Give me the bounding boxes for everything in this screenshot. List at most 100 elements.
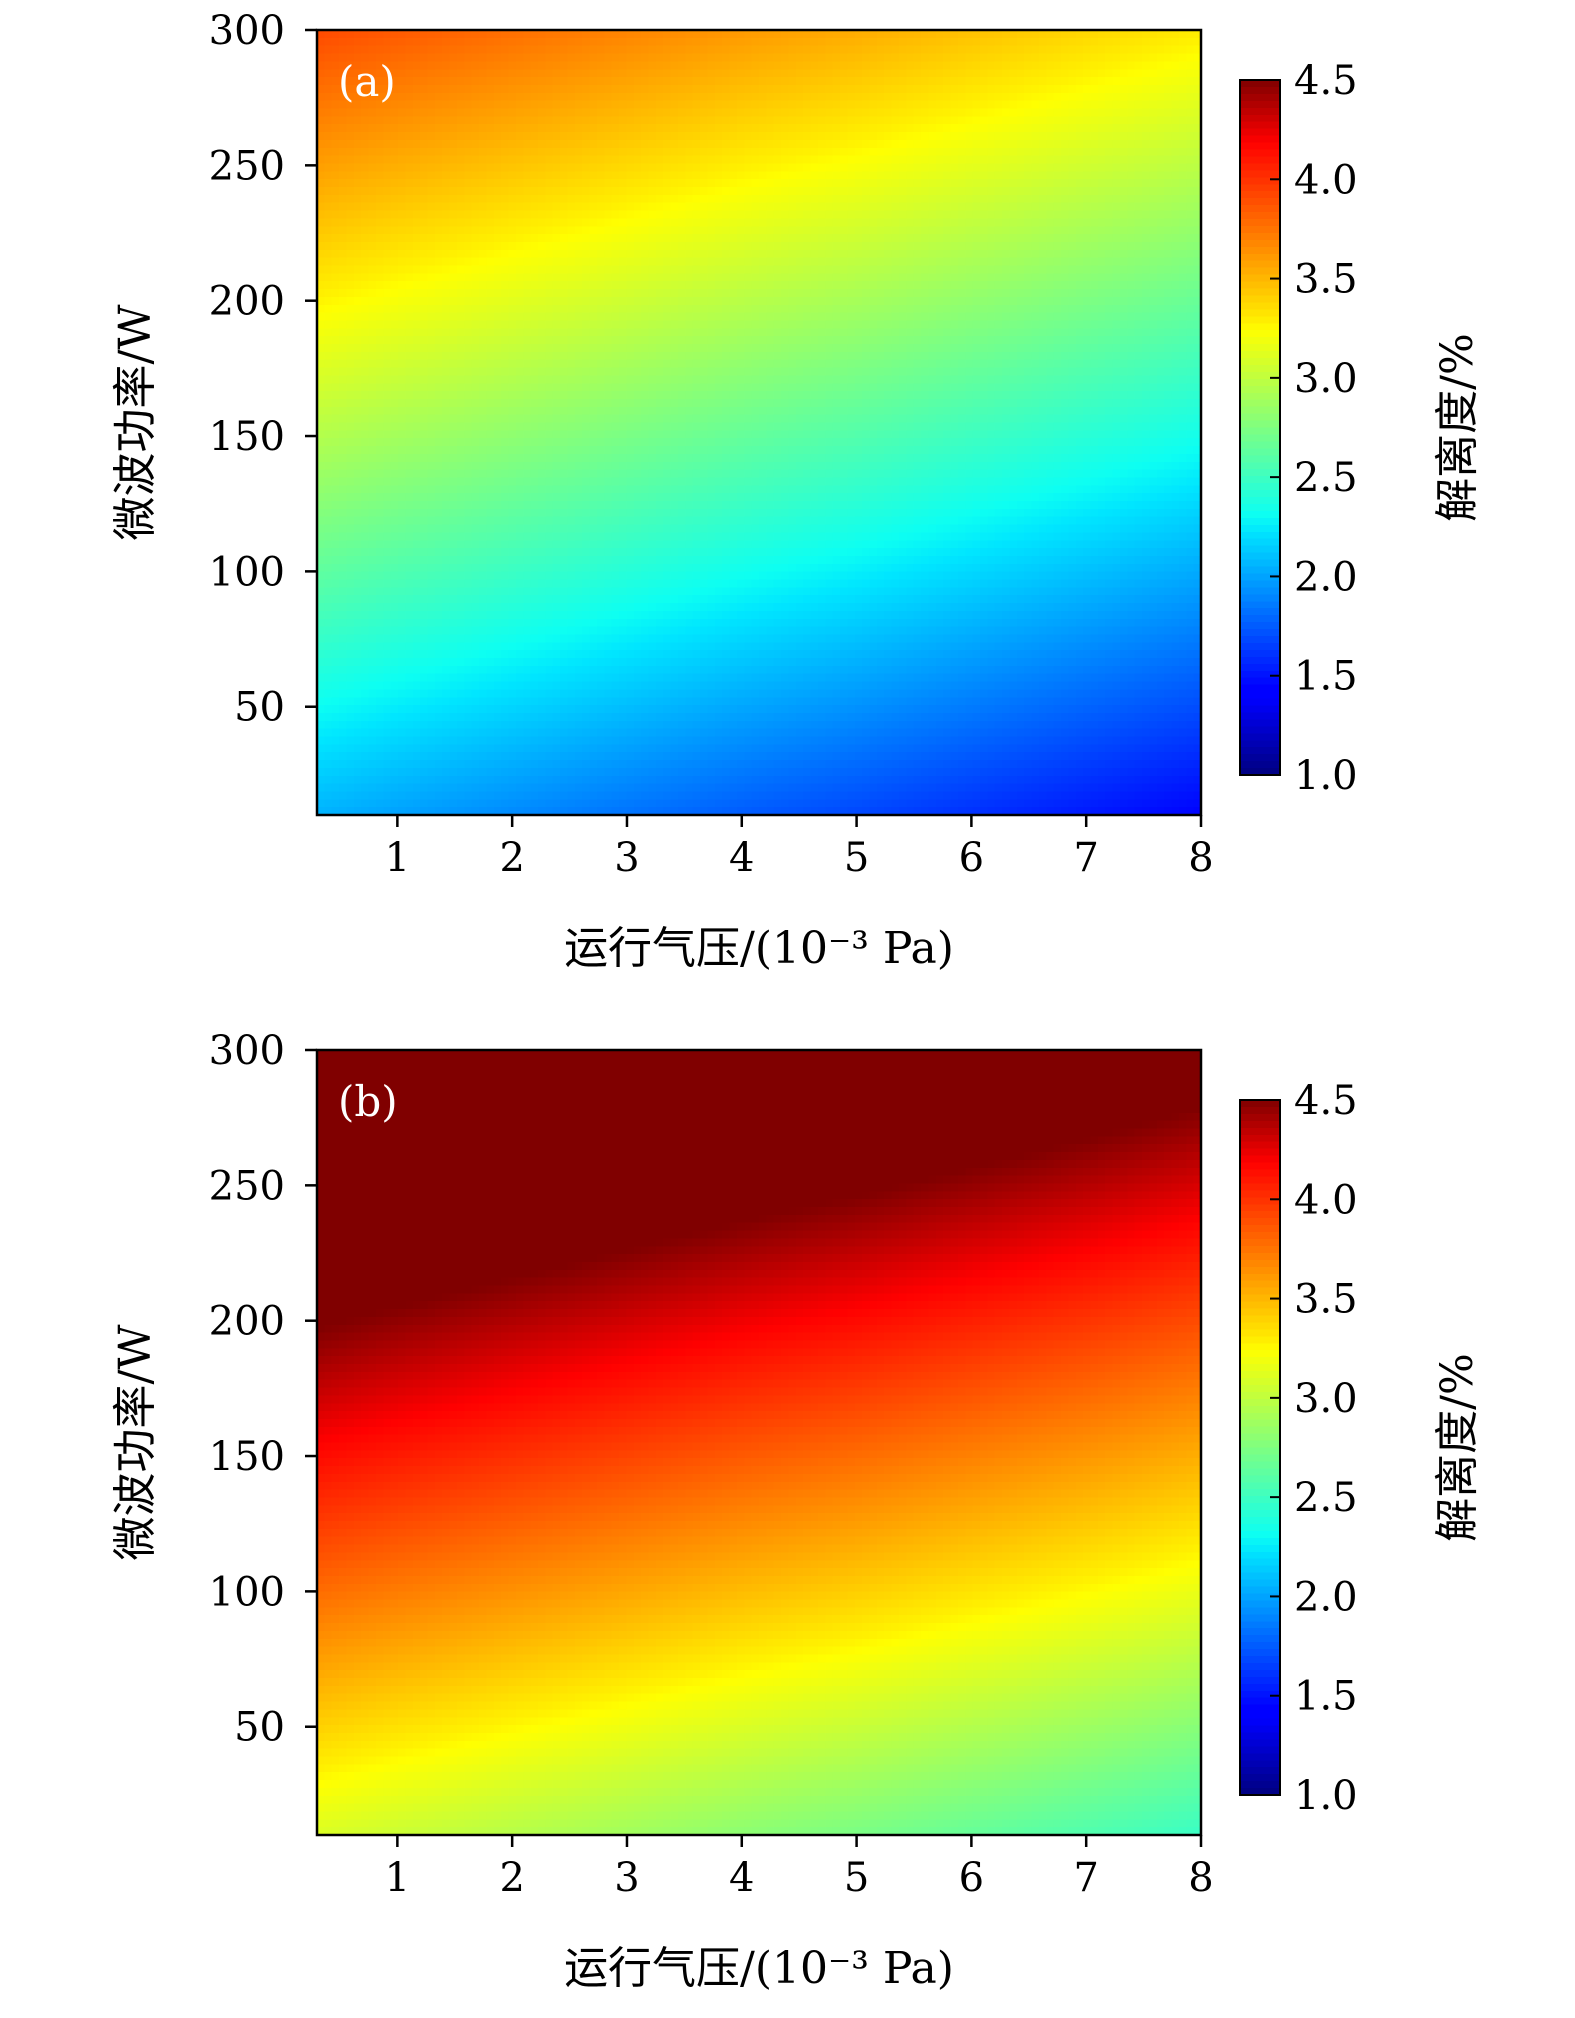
heatmap-cell — [913, 289, 922, 298]
heatmap-cell — [390, 328, 399, 337]
heatmap-cell — [987, 100, 996, 110]
heatmap-cell — [390, 265, 399, 274]
heatmap-cell — [840, 171, 848, 180]
heatmap-cell — [1031, 218, 1040, 227]
heatmap-cell — [1134, 320, 1143, 329]
heatmap-cell — [1009, 289, 1018, 298]
heatmap-cell — [633, 84, 642, 94]
heatmap-cell — [980, 249, 988, 259]
heatmap-cell — [736, 336, 745, 345]
heatmap-cell — [486, 344, 495, 353]
heatmap-cell — [1097, 132, 1106, 141]
heatmap-cell — [700, 61, 709, 70]
heatmap-cell — [987, 257, 996, 267]
heatmap-cell — [722, 210, 731, 219]
heatmap-cell — [324, 257, 333, 267]
heatmap-cell — [427, 265, 436, 274]
heatmap-cell — [862, 124, 871, 133]
heatmap-cell — [353, 147, 362, 157]
heatmap-cell — [368, 344, 377, 353]
heatmap-cell — [1002, 53, 1011, 62]
heatmap-cell — [1024, 163, 1033, 172]
heatmap-cell — [685, 147, 694, 157]
heatmap-cell — [817, 61, 826, 70]
heatmap-cell — [655, 194, 664, 204]
heatmap-cell — [670, 100, 679, 110]
heatmap-cell — [1024, 77, 1033, 86]
heatmap-cell — [1053, 108, 1062, 117]
heatmap-cell — [862, 241, 871, 251]
heatmap-cell — [339, 179, 348, 188]
heatmap-cell — [589, 132, 598, 141]
heatmap-cell — [980, 344, 988, 353]
heatmap-cell — [560, 281, 569, 290]
heatmap-cell — [876, 312, 885, 322]
heatmap-cell — [795, 289, 804, 298]
heatmap-cell — [898, 116, 907, 125]
heatmap-cell — [479, 37, 488, 47]
heatmap-cell — [398, 218, 406, 227]
heatmap-cell — [1178, 179, 1187, 188]
heatmap-cell — [759, 124, 767, 133]
heatmap-cell — [1024, 234, 1033, 243]
heatmap-cell — [840, 312, 848, 322]
heatmap-cell — [1083, 257, 1092, 267]
heatmap-cell — [1002, 147, 1011, 157]
heatmap-cell — [456, 234, 465, 243]
heatmap-cell — [420, 210, 429, 219]
heatmap-cell — [346, 281, 355, 290]
heatmap-cell — [1112, 194, 1121, 204]
heatmap-cell — [324, 265, 333, 274]
heatmap-cell — [847, 249, 856, 259]
heatmap-cell — [994, 171, 1003, 180]
heatmap-cell — [501, 241, 510, 251]
heatmap-cell — [994, 289, 1003, 298]
heatmap-cell — [464, 234, 473, 243]
heatmap-cell — [744, 202, 753, 212]
heatmap-cell — [825, 171, 834, 180]
heatmap-cell — [817, 351, 826, 361]
heatmap-cell — [700, 100, 709, 110]
heatmap-cell — [1142, 45, 1151, 55]
heatmap-cell — [442, 116, 451, 125]
heatmap-cell — [1105, 30, 1114, 39]
heatmap-cell — [515, 30, 524, 39]
heatmap-cell — [943, 312, 952, 322]
heatmap-cell — [722, 187, 731, 196]
heatmap-cell — [795, 179, 804, 188]
heatmap-cell — [913, 30, 922, 39]
heatmap-cell — [1046, 281, 1055, 290]
heatmap-cell — [891, 77, 900, 86]
heatmap-cell — [913, 116, 922, 125]
heatmap-cell — [346, 171, 355, 180]
heatmap-cell — [596, 273, 605, 282]
heatmap-cell — [486, 116, 495, 125]
heatmap-cell — [832, 53, 841, 62]
heatmap-cell — [501, 92, 510, 102]
heatmap-cell — [486, 281, 495, 290]
heatmap-cell — [552, 336, 561, 345]
heatmap-cell — [700, 273, 709, 282]
heatmap-cell — [589, 53, 598, 62]
heatmap-cell — [759, 187, 767, 196]
heatmap-cell — [714, 218, 723, 227]
heatmap-cell — [869, 100, 878, 110]
heatmap-cell — [1119, 163, 1128, 172]
heatmap-cell — [493, 37, 502, 47]
heatmap-cell — [840, 249, 848, 259]
heatmap-cell — [361, 61, 370, 70]
heatmap-cell — [898, 163, 907, 172]
heatmap-cell — [1009, 147, 1018, 157]
heatmap-cell — [582, 241, 591, 251]
heatmap-cell — [700, 218, 709, 227]
heatmap-cell — [324, 241, 333, 251]
heatmap-cell — [663, 241, 672, 251]
heatmap-cell — [493, 249, 502, 259]
heatmap-cell — [810, 336, 819, 345]
heatmap-cell — [759, 147, 767, 157]
heatmap-cell — [906, 249, 915, 259]
heatmap-cell — [788, 257, 797, 267]
heatmap-cell — [972, 147, 981, 157]
heatmap-cell — [759, 132, 767, 141]
heatmap-cell — [493, 100, 502, 110]
